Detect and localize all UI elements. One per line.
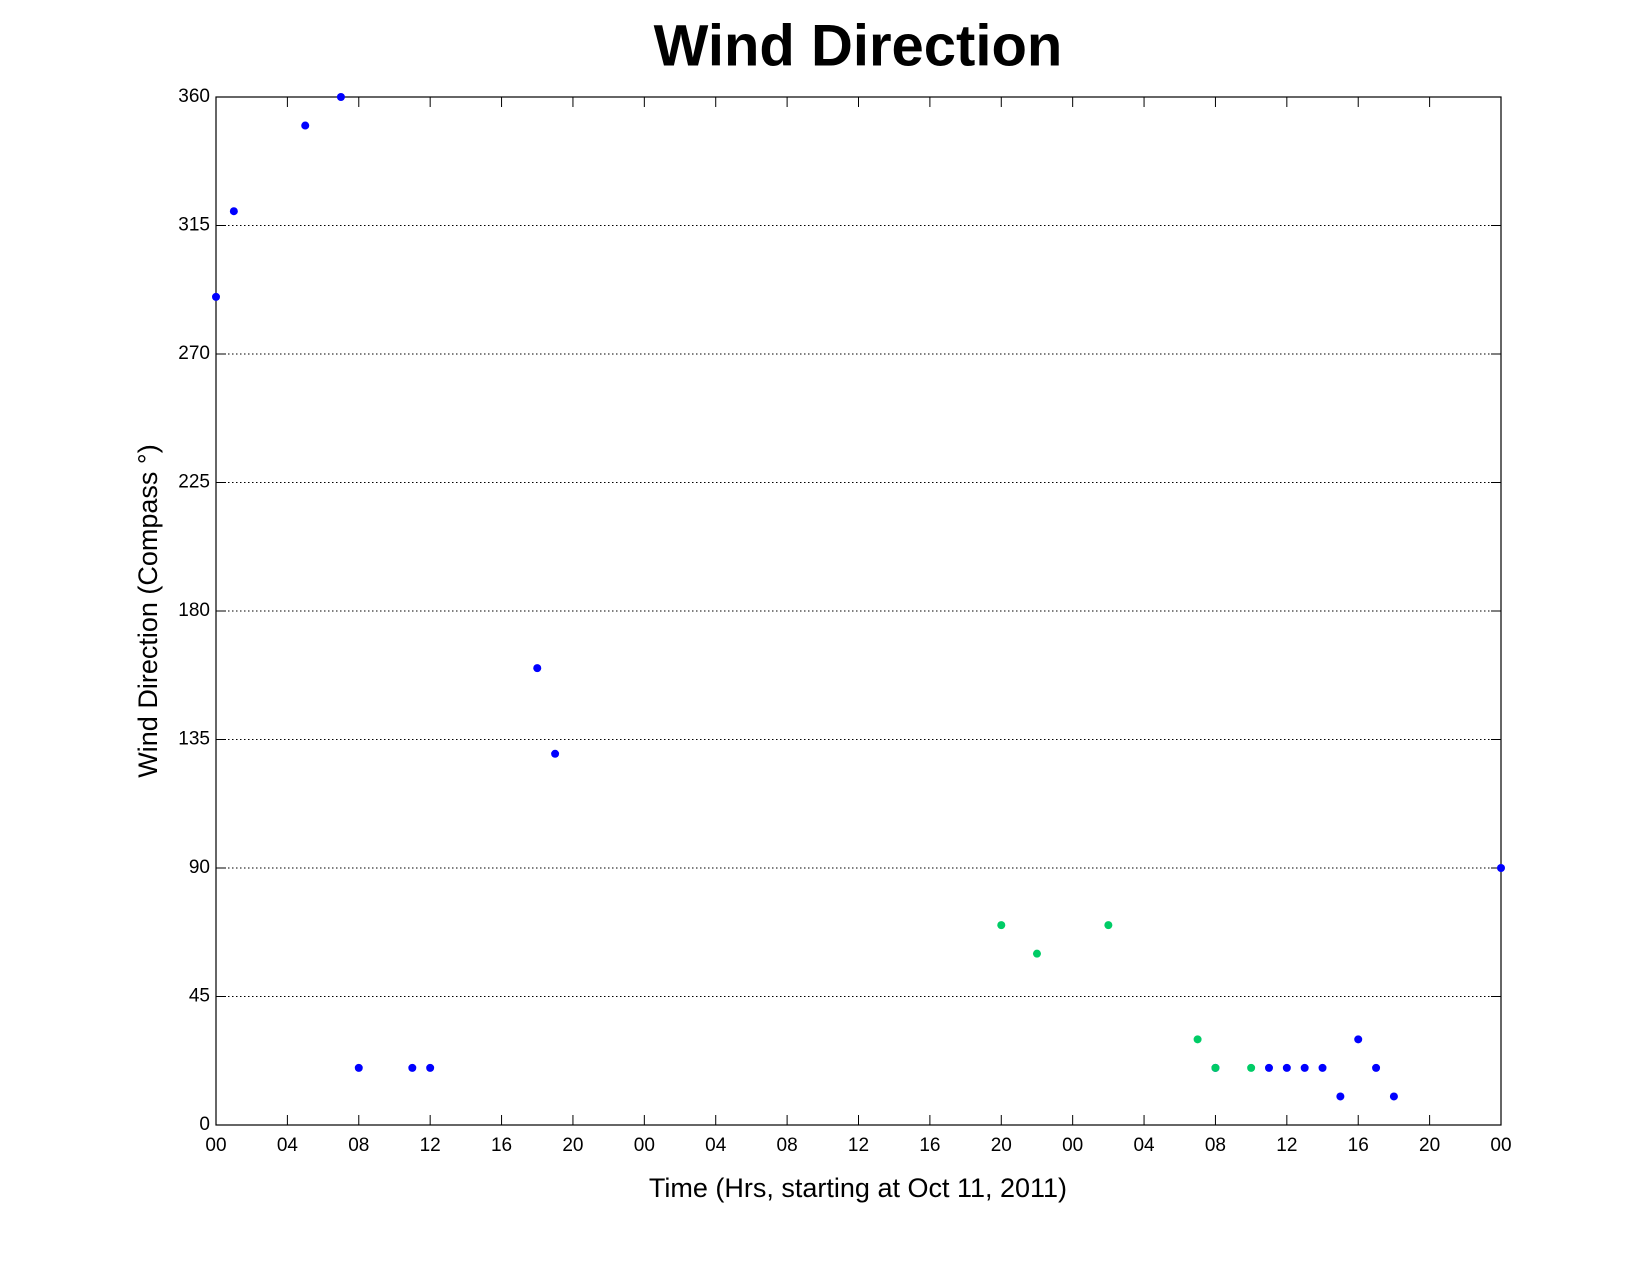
x-tick-label: 20 <box>562 1135 583 1156</box>
data-point <box>551 749 560 758</box>
data-point <box>1193 1035 1202 1044</box>
x-tick-label: 12 <box>1276 1135 1297 1156</box>
x-tick-label: 04 <box>277 1135 299 1156</box>
x-tick-label: 12 <box>848 1135 869 1156</box>
chart-title: Wind Direction <box>654 13 1063 78</box>
x-tick-label: 16 <box>919 1135 940 1156</box>
data-point <box>997 921 1006 930</box>
y-tick-label: 270 <box>178 343 210 364</box>
x-tick-label: 16 <box>1348 1135 1369 1156</box>
plot-frame <box>215 96 1502 1126</box>
data-point <box>1497 864 1505 872</box>
data-point <box>1318 1063 1327 1072</box>
x-tick-label: 08 <box>348 1135 369 1156</box>
data-point <box>1211 1063 1220 1072</box>
data-point <box>1300 1063 1309 1072</box>
y-tick-label: 90 <box>189 857 210 878</box>
y-axis-label: Wind Direction (Compass °) <box>133 444 163 777</box>
data-point <box>426 1063 435 1072</box>
x-tick-label: 00 <box>1062 1135 1083 1156</box>
x-tick-label: 00 <box>634 1135 655 1156</box>
data-point <box>1104 921 1113 930</box>
data-point <box>1247 1063 1256 1072</box>
data-point <box>354 1063 363 1072</box>
x-tick-label: 20 <box>1419 1135 1440 1156</box>
x-tick-label: 12 <box>420 1135 441 1156</box>
x-tick-label: 16 <box>491 1135 512 1156</box>
data-point <box>301 121 310 130</box>
y-tick-label: 360 <box>178 86 210 107</box>
y-tick-label: 180 <box>178 600 210 621</box>
data-point <box>408 1063 417 1072</box>
y-tick-label: 315 <box>178 215 210 236</box>
y-tick-label: 225 <box>178 472 210 493</box>
x-tick-label: 04 <box>705 1135 727 1156</box>
x-tick-label: 00 <box>1490 1135 1511 1156</box>
data-point <box>212 292 220 301</box>
x-tick-label: 08 <box>1205 1135 1226 1156</box>
y-tick-label: 45 <box>189 986 210 1007</box>
data-point <box>1336 1092 1345 1101</box>
data-point <box>1389 1092 1398 1101</box>
data-point <box>533 664 542 673</box>
data-point <box>1032 949 1041 958</box>
data-point <box>1372 1063 1381 1072</box>
y-tick-label: 0 <box>199 1114 210 1135</box>
data-point <box>229 207 238 216</box>
x-tick-label: 00 <box>205 1135 226 1156</box>
data-point <box>1264 1063 1273 1072</box>
data-point <box>1354 1035 1363 1044</box>
x-tick-label: 20 <box>991 1135 1012 1156</box>
x-tick-label: 04 <box>1133 1135 1155 1156</box>
x-axis-label: Time (Hrs, starting at Oct 11, 2011) <box>649 1173 1067 1203</box>
data-point <box>1282 1063 1291 1072</box>
data-point <box>336 93 345 101</box>
y-tick-label: 135 <box>178 729 210 750</box>
x-tick-label: 08 <box>777 1135 798 1156</box>
